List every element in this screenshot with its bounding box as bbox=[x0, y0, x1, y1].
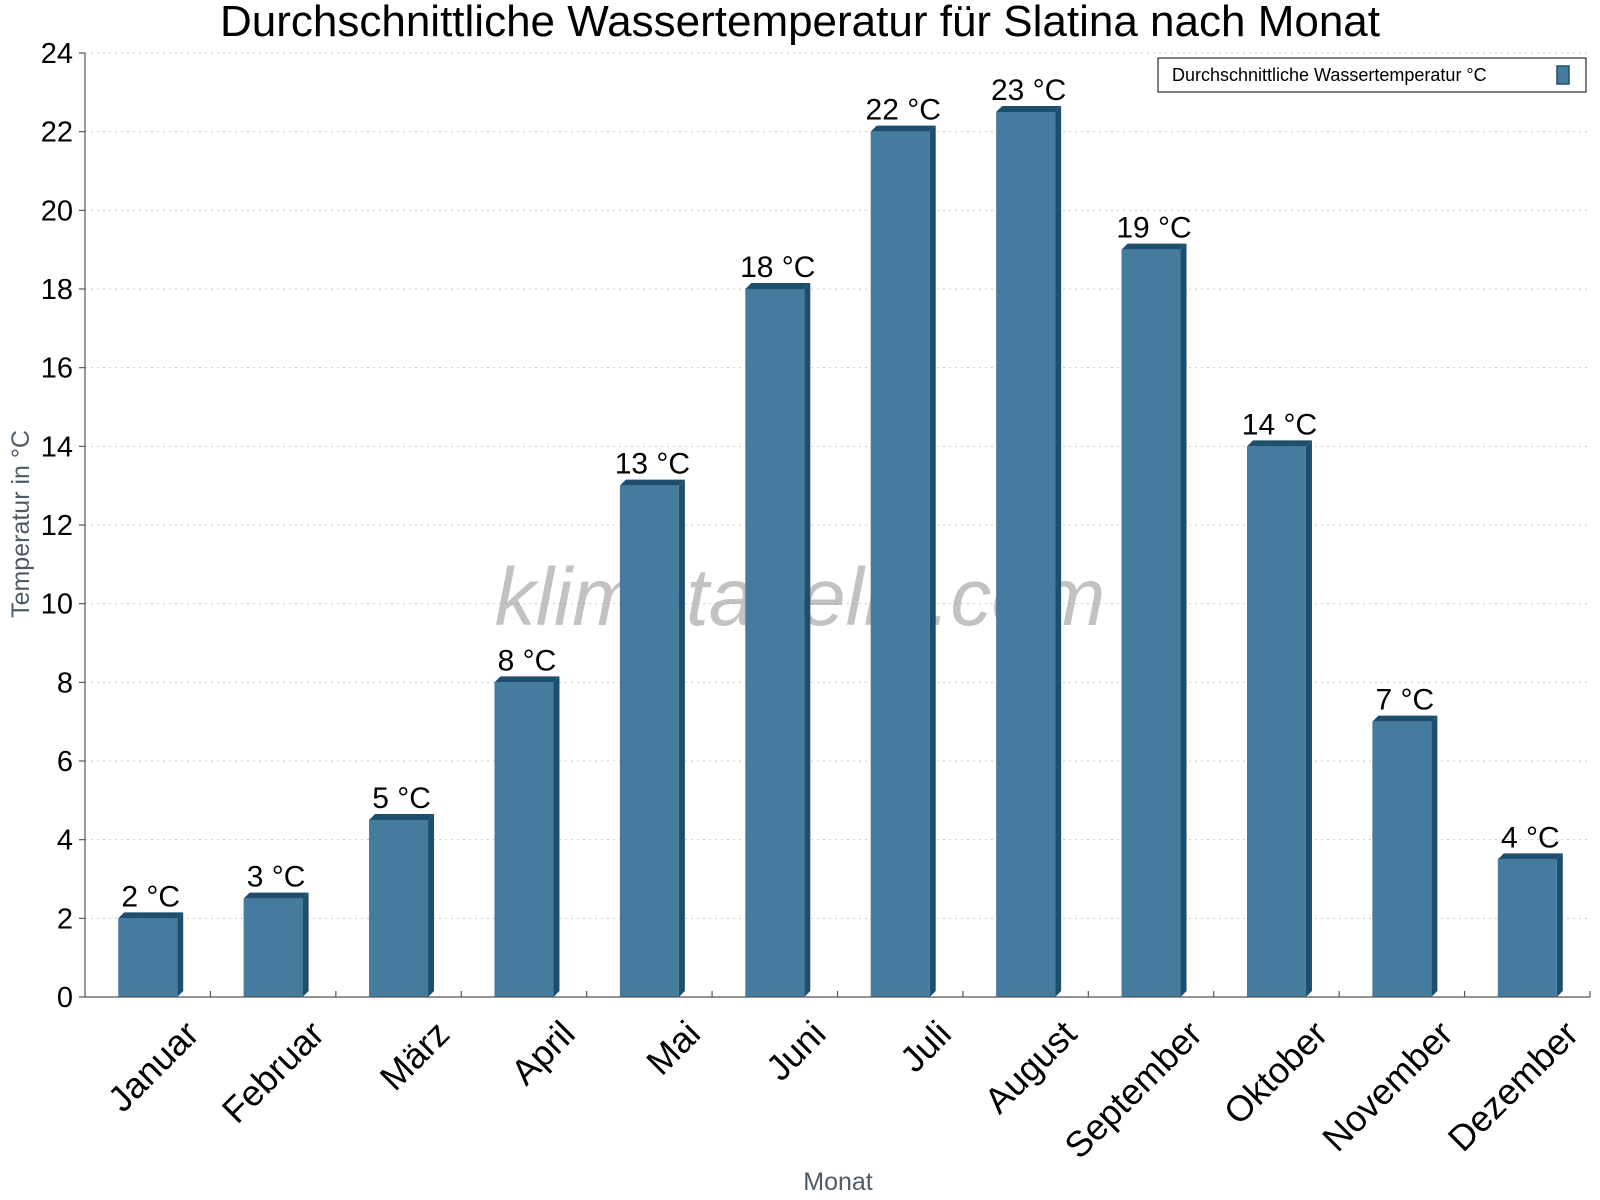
bar-8 bbox=[1121, 243, 1187, 997]
y-tick-label: 12 bbox=[41, 510, 73, 542]
bar-front bbox=[745, 289, 805, 997]
bar-11 bbox=[1497, 853, 1563, 997]
bar-front bbox=[996, 112, 1056, 997]
bar-0 bbox=[118, 912, 184, 997]
x-axis-title: Monat bbox=[803, 1168, 873, 1196]
x-tick-labels: Januar Februar März April Mai Juni Juli AugustS… bbox=[100, 1013, 1586, 1167]
data-label: 18 °C bbox=[740, 251, 815, 284]
y-tick-label: 20 bbox=[41, 195, 73, 227]
bar-front bbox=[1121, 249, 1181, 997]
bar-side bbox=[428, 814, 435, 997]
data-label: 5 °C bbox=[372, 782, 431, 815]
bar-top bbox=[118, 912, 184, 919]
x-tick-label: Mai bbox=[638, 1013, 708, 1083]
bar-side bbox=[177, 912, 184, 997]
x-tick-label: Februar bbox=[214, 1013, 332, 1131]
x-tick-label: September bbox=[1056, 1013, 1210, 1167]
data-label: 22 °C bbox=[866, 94, 941, 127]
data-label: 8 °C bbox=[498, 644, 557, 677]
legend-label: Durchschnittliche Wassertemperatur °C bbox=[1172, 65, 1487, 85]
legend-swatch bbox=[1556, 65, 1570, 85]
bar-side bbox=[804, 283, 811, 997]
data-labels: 2 °C 3 °C 5 °C 8 °C 13 °C 18 °C 22 °C 23 °C 19 °… bbox=[121, 74, 1559, 913]
legend: Durchschnittliche Wassertemperatur °C bbox=[1157, 57, 1587, 93]
gridlines bbox=[85, 52, 1590, 919]
y-tick-label: 22 bbox=[41, 117, 73, 149]
bar-3 bbox=[494, 676, 560, 997]
x-tick-label: Dezember bbox=[1440, 1013, 1586, 1159]
y-tick-label: 4 bbox=[57, 825, 73, 857]
bar-7 bbox=[996, 106, 1062, 997]
bar-top bbox=[1372, 715, 1438, 722]
y-tick-label: 18 bbox=[41, 274, 73, 306]
axes bbox=[79, 52, 1591, 998]
x-tick-label: November bbox=[1314, 1013, 1460, 1159]
chart-title: Durchschnittliche Wassertemperatur für S… bbox=[220, 0, 1380, 46]
y-tick-label: 2 bbox=[57, 903, 73, 935]
data-label: 19 °C bbox=[1116, 212, 1191, 245]
bar-side bbox=[1431, 715, 1438, 997]
bar-front bbox=[494, 682, 554, 997]
bar-side bbox=[553, 676, 560, 997]
bar-side bbox=[1556, 853, 1563, 997]
bar-top bbox=[494, 676, 560, 683]
bar-top bbox=[243, 892, 309, 899]
bar-top bbox=[745, 283, 811, 289]
bar-front bbox=[1497, 859, 1557, 997]
bar-top bbox=[1121, 243, 1187, 250]
bar-side bbox=[678, 479, 685, 998]
bar-top bbox=[870, 125, 936, 132]
bar-top bbox=[1497, 853, 1563, 860]
bar-front bbox=[619, 485, 679, 997]
y-tick-label: 10 bbox=[41, 589, 73, 621]
y-axis-title: Temperatur in °C bbox=[7, 430, 35, 618]
bar-front bbox=[369, 820, 429, 997]
data-label: 4 °C bbox=[1501, 821, 1560, 854]
y-tick-label: 24 bbox=[41, 38, 73, 70]
bar-front bbox=[243, 898, 303, 997]
x-tick-label: März bbox=[372, 1013, 458, 1099]
data-label: 23 °C bbox=[991, 74, 1066, 107]
data-label: 2 °C bbox=[121, 880, 180, 913]
y-tick-label: 0 bbox=[57, 982, 73, 1014]
y-tick-label: 14 bbox=[41, 431, 73, 463]
bar-front bbox=[1246, 446, 1306, 997]
bar-top bbox=[369, 814, 435, 820]
bar-side bbox=[1305, 440, 1312, 997]
bars bbox=[118, 106, 1563, 998]
bar-top bbox=[1246, 440, 1312, 447]
x-tick-label: Juli bbox=[892, 1013, 959, 1080]
bar-front bbox=[118, 918, 178, 997]
bar-1 bbox=[243, 892, 309, 997]
y-tick-label: 16 bbox=[41, 353, 73, 385]
data-label: 13 °C bbox=[615, 448, 690, 481]
data-label: 7 °C bbox=[1376, 684, 1435, 717]
y-tick-label: 8 bbox=[57, 667, 73, 699]
bar-side bbox=[1055, 106, 1062, 997]
data-label: 3 °C bbox=[247, 861, 306, 894]
bar-5 bbox=[745, 283, 811, 997]
bar-9 bbox=[1246, 440, 1312, 997]
x-tick-label: August bbox=[976, 1013, 1084, 1121]
x-tick-label: Juni bbox=[758, 1013, 834, 1089]
bar-front bbox=[1372, 721, 1432, 997]
x-tick-label: Oktober bbox=[1216, 1013, 1336, 1133]
bar-10 bbox=[1372, 715, 1438, 997]
bar-side bbox=[929, 125, 936, 997]
x-tick-label: April bbox=[503, 1013, 583, 1093]
bar-6 bbox=[870, 125, 936, 997]
bar-side bbox=[302, 892, 309, 997]
bar-top bbox=[619, 479, 685, 486]
bar-top bbox=[996, 106, 1062, 112]
legend-box bbox=[1157, 57, 1587, 93]
data-label: 14 °C bbox=[1242, 408, 1317, 441]
bar-2 bbox=[369, 814, 435, 997]
bar-front bbox=[870, 131, 930, 997]
bar-4 bbox=[619, 479, 685, 998]
y-tick-label: 6 bbox=[57, 746, 73, 778]
x-tick-label: Januar bbox=[100, 1013, 207, 1120]
bar-side bbox=[1180, 243, 1187, 997]
